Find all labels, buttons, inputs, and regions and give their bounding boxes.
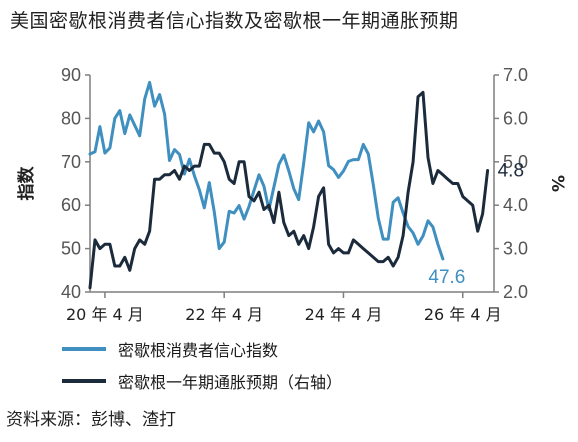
y-tick-left-label: 70 [61,152,81,172]
y-tick-left-label: 50 [61,239,81,259]
series-line-sentiment [88,80,445,261]
legend-label-sentiment: 密歇根消费者信心指数 [118,341,279,360]
y-axis-left-title: 指数 [16,166,37,201]
y-tick-left-label: 80 [61,108,81,128]
legend: 密歇根消费者信心指数 密歇根一年期通胀预期（右轴） [62,333,342,397]
end-label-inflation: 4.8 [498,160,524,181]
y-tick-right-label: 3.0 [503,239,528,259]
y-tick-right-label: 5.0 [503,152,528,172]
chart-title: 美国密歇根消费者信心指数及密歇根一年期通胀预期 [10,10,459,32]
legend-item-inflation: 密歇根一年期通胀预期（右轴） [62,365,342,397]
x-tick-label: 26 年 4 月 [424,305,502,324]
y-axis-right-title: % [547,175,567,192]
y-tick-right-label: 2.0 [503,282,528,302]
x-tick-label: 22 年 4 月 [185,305,263,324]
source-note: 资料来源：彭博、渣打 [6,410,176,430]
series-line-inflation [88,90,490,290]
y-tick-left-label: 60 [61,195,81,215]
x-tick-label: 24 年 4 月 [305,305,383,324]
legend-label-inflation: 密歇根一年期通胀预期（右轴） [118,373,343,392]
legend-swatch-sentiment [62,347,106,351]
x-tick-label: 20 年 4 月 [66,305,144,324]
y-tick-left-label: 90 [61,65,81,85]
legend-item-sentiment: 密歇根消费者信心指数 [62,333,342,365]
y-tick-left-label: 40 [61,282,81,302]
end-label-sentiment: 47.6 [428,267,465,288]
legend-swatch-inflation [62,379,106,383]
y-tick-right-label: 4.0 [503,195,528,215]
y-tick-right-label: 7.0 [503,65,528,85]
y-tick-right-label: 6.0 [503,108,528,128]
